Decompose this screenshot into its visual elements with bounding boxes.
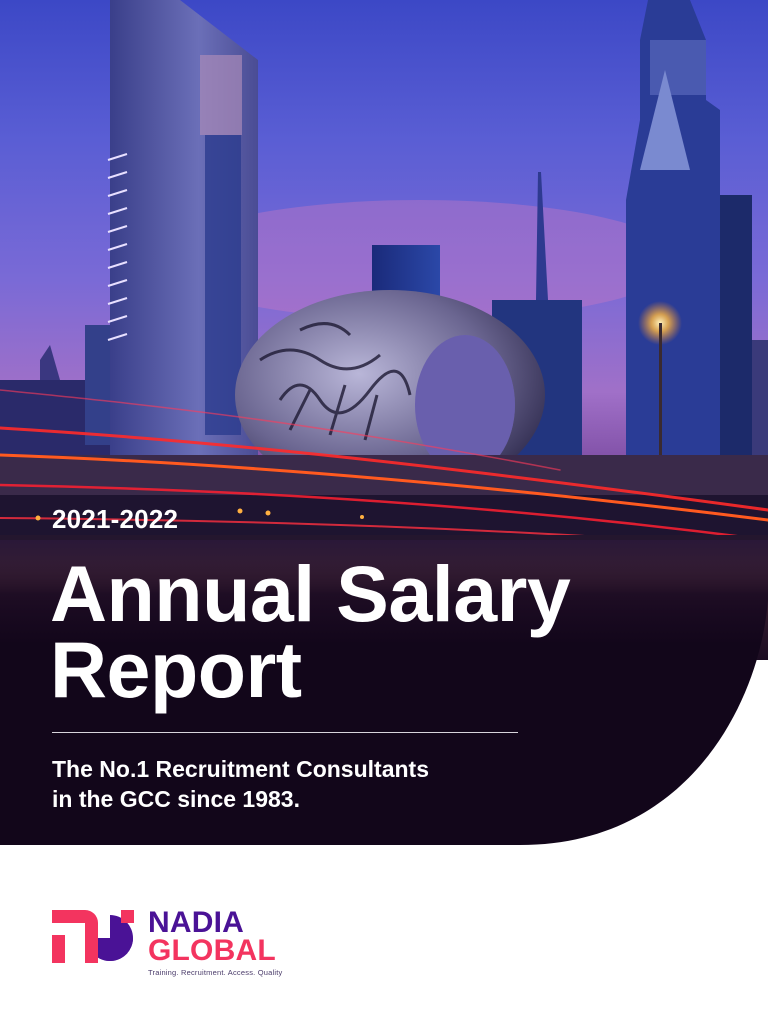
title-line-1: Annual Salary	[50, 549, 571, 638]
tagline-line-2: in the GCC since 1983.	[52, 786, 300, 812]
hero-cityscape-image	[0, 0, 768, 560]
brand-name-global: GLOBAL	[148, 934, 276, 967]
tagline: The No.1 Recruitment Consultants in the …	[52, 754, 429, 814]
city-skyline-photo-icon	[0, 0, 768, 560]
brand-name-nadia: NADIA	[148, 906, 244, 939]
brand-slogan: Training. Recruitment. Access. Quality	[148, 968, 283, 977]
nadia-global-logo-mark-icon	[52, 910, 134, 963]
tagline-line-1: The No.1 Recruitment Consultants	[52, 756, 429, 782]
report-title: Annual Salary Report	[50, 549, 571, 714]
title-line-2: Report	[50, 625, 302, 714]
divider-line	[52, 732, 518, 733]
year-range: 2021-2022	[52, 504, 179, 534]
